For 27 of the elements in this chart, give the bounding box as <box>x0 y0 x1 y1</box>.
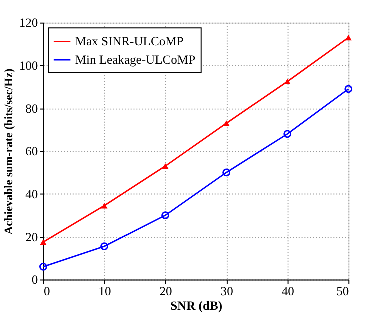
x-tick-label: 10 <box>98 284 112 299</box>
legend-label: Max SINR-ULCoMP <box>75 34 184 49</box>
y-tick-label: 20 <box>26 230 38 244</box>
point <box>40 239 47 246</box>
legend-label: Min Leakage-ULCoMP <box>75 52 196 67</box>
point <box>284 130 292 138</box>
x-tick-label: 50 <box>336 284 350 299</box>
x-tick-label: 30 <box>220 284 234 299</box>
point <box>284 78 291 85</box>
point <box>101 203 108 209</box>
point <box>345 35 352 41</box>
point <box>162 163 169 170</box>
y-tick-label: 60 <box>26 144 38 159</box>
y-tick-label: 100 <box>19 59 38 74</box>
x-axis-title: SNR (dB) <box>170 299 223 314</box>
y-axis-title: Achievable sum-rate (bits/sec/Hz) <box>2 68 16 235</box>
point <box>222 168 231 177</box>
point <box>100 242 108 251</box>
x-tick-label: 0 <box>44 284 50 299</box>
x-tick-label: 40 <box>282 284 294 299</box>
y-tick-label: 80 <box>26 102 38 116</box>
point <box>223 120 230 126</box>
y-tick-label: 120 <box>19 16 38 30</box>
y-tick-label: 0 <box>32 273 38 288</box>
point <box>162 212 170 220</box>
y-tick-label: 40 <box>26 187 38 202</box>
x-tick-label: 20 <box>160 284 172 299</box>
